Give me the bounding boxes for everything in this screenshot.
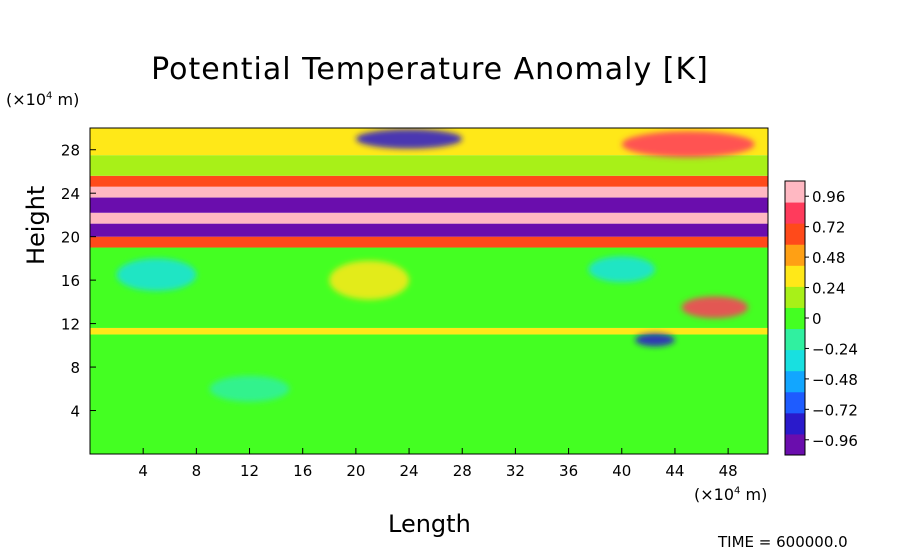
colorbar-ticks: 0.96 0.72 0.48 0.24 0 −0.24 −0.48 −0.72 −0.96	[805, 188, 858, 450]
x-tick-label: 16	[293, 462, 312, 480]
colorbar-swatch	[785, 328, 805, 351]
y-axis-unit: (×104 m)	[6, 90, 80, 109]
y-tick-label: 4	[70, 403, 80, 421]
colorbar	[784, 180, 806, 456]
x-tick-label: 4	[138, 462, 148, 480]
colorbar-swatch	[785, 412, 805, 435]
heatmap-feature-upper-cold-cell	[355, 129, 463, 149]
colorbar-swatch	[785, 181, 805, 203]
x-axis-ticks: 4 8 12 16 20 24 28 32 36 40 44 48	[138, 448, 738, 480]
colorbar-tick-label: −0.48	[812, 371, 858, 389]
colorbar-tick-label: 0.96	[812, 188, 845, 206]
heatmap-band-8	[90, 175, 768, 187]
heatmap-band-3	[90, 236, 768, 248]
y-tick-label: 8	[70, 359, 80, 377]
y-tick-label: 20	[61, 229, 80, 247]
heatmap-feature-cold-patch-d	[635, 333, 675, 347]
heatmap-band-1	[90, 327, 768, 335]
x-tick-label: 24	[400, 462, 419, 480]
y-axis-ticks: 4 8 12 16 20 24 28	[61, 142, 96, 421]
colorbar-swatch	[785, 370, 805, 393]
x-tick-label: 28	[453, 462, 472, 480]
x-axis-label: Length	[388, 510, 471, 538]
colorbar-swatch	[785, 223, 805, 245]
colorbar-tick-label: 0.24	[812, 280, 845, 298]
x-tick-label: 40	[612, 462, 631, 480]
x-tick-label: 44	[665, 462, 684, 480]
heatmap-feature-warm-blob-a	[329, 260, 410, 300]
x-tick-label: 20	[346, 462, 365, 480]
colorbar-swatch	[785, 244, 805, 266]
colorbar-swatch	[785, 433, 805, 456]
heatmap-band-6	[90, 197, 768, 213]
x-tick-label: 36	[559, 462, 578, 480]
heatmap-feature-cool-blob-a	[116, 258, 197, 292]
colorbar-swatch	[785, 202, 805, 224]
x-tick-label: 32	[506, 462, 525, 480]
y-tick-label: 28	[61, 142, 80, 160]
colorbar-tick-label: −0.24	[812, 340, 858, 358]
heatmap-feature-cool-streak-e	[209, 375, 290, 402]
heatmap-band-5	[90, 212, 768, 224]
heatmap-feature-upper-warm-cell	[621, 131, 755, 158]
heatmap-band-0	[90, 334, 768, 454]
heatmap-band-2	[90, 247, 768, 328]
colorbar-tick-label: 0.48	[812, 249, 845, 267]
heatmap-bands	[90, 128, 768, 454]
heatmap-features	[116, 129, 755, 402]
plot-frame	[89, 127, 769, 455]
colorbar-swatch	[785, 307, 805, 330]
y-tick-label: 24	[61, 185, 80, 203]
heatmap-band-9	[90, 155, 768, 176]
y-tick-label: 16	[61, 272, 80, 290]
x-tick-label: 8	[192, 462, 202, 480]
colorbar-tick-label: −0.72	[812, 401, 858, 419]
heatmap-band-4	[90, 223, 768, 237]
y-tick-label: 12	[61, 316, 80, 334]
colorbar-swatch	[785, 349, 805, 372]
heatmap-feature-cool-blob-b	[588, 256, 655, 283]
x-tick-label: 12	[240, 462, 259, 480]
heatmap-feature-warm-patch-c	[681, 296, 749, 319]
chart-title: Potential Temperature Anomaly [K]	[151, 52, 709, 87]
time-stamp: TIME = 600000.0	[718, 533, 848, 551]
colorbar-tick-label: −0.96	[812, 432, 858, 450]
colorbar-swatch	[785, 265, 805, 287]
colorbar-swatch	[785, 286, 805, 308]
colorbar-tick-label: 0.72	[812, 219, 845, 237]
x-axis-unit: (×104 m)	[694, 485, 768, 504]
x-tick-label: 48	[719, 462, 738, 480]
colorbar-swatch	[785, 391, 805, 414]
heatmap-band-7	[90, 186, 768, 198]
colorbar-tick-label: 0	[812, 310, 822, 328]
